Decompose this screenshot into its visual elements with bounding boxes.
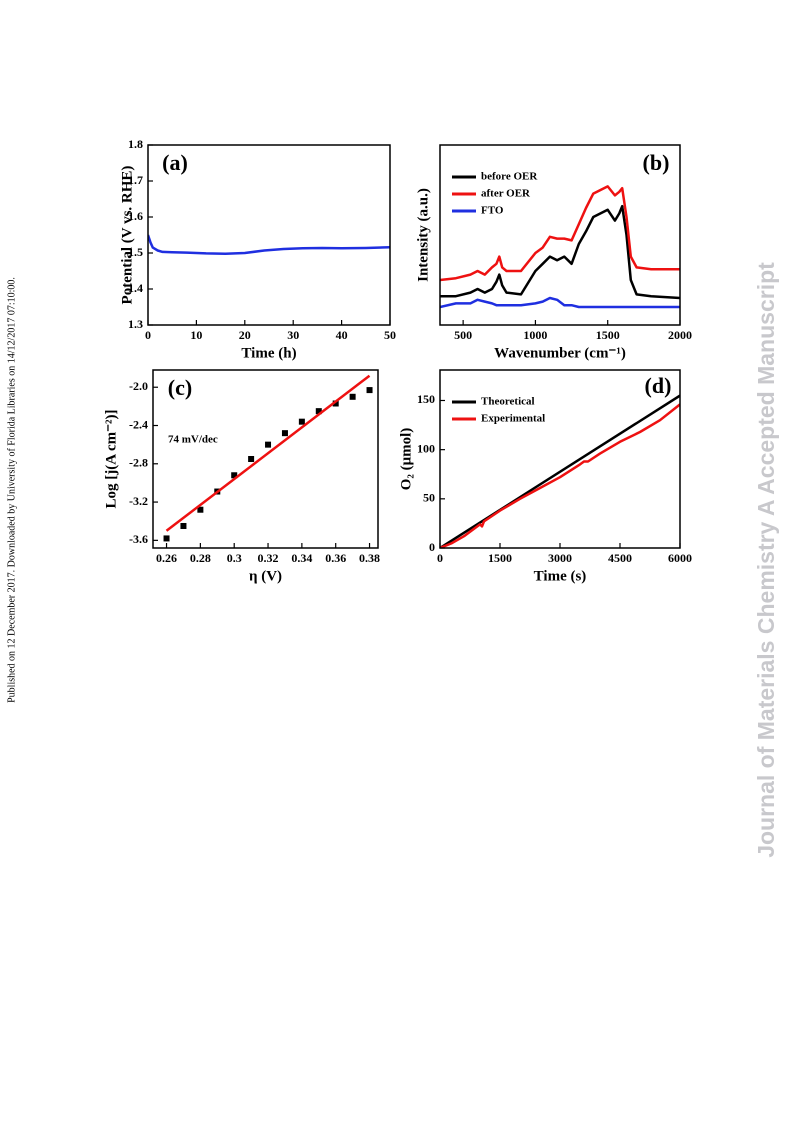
legend-label: after OER	[481, 188, 531, 200]
data-line	[440, 394, 680, 548]
y-tick-label: 1.3	[128, 317, 143, 331]
x-tick-label: 0.36	[325, 551, 346, 565]
legend-label: Theoretical	[481, 396, 535, 408]
panel-label: (b)	[643, 150, 670, 175]
plot-frame	[439, 369, 681, 549]
x-tick-label: 1500	[488, 551, 512, 565]
data-point	[180, 522, 187, 529]
x-axis-label: η (V)	[249, 568, 282, 584]
x-tick-label: 0.26	[156, 551, 177, 565]
y-axis-label: Log [j(A cm⁻²)]	[103, 409, 119, 508]
x-tick-label: 20	[239, 328, 251, 342]
x-tick-label: 3000	[548, 551, 572, 565]
x-tick-label: 0.3	[227, 551, 242, 565]
panel-label: (c)	[168, 375, 192, 400]
x-tick-label: 40	[336, 328, 348, 342]
y-tick-label: -3.2	[129, 494, 148, 508]
data-point	[281, 430, 288, 437]
x-tick-label: 0	[145, 328, 151, 342]
y-tick-label: 1.8	[128, 137, 143, 151]
watermark: Journal of Materials Chemistry A Accepte…	[753, 262, 779, 858]
data-point	[265, 441, 272, 448]
x-tick-label: 2000	[668, 328, 692, 342]
x-tick-label: 0.32	[258, 551, 279, 565]
y-tick-label: 0	[429, 540, 435, 554]
y-tick-label: 100	[417, 441, 435, 455]
data-line	[148, 234, 390, 255]
y-tick-label: -3.6	[129, 532, 148, 546]
x-tick-label: 30	[287, 328, 299, 342]
data-point	[231, 472, 238, 479]
annotation: 74 mV/dec	[168, 434, 218, 446]
data-point	[197, 506, 204, 513]
data-line	[440, 185, 680, 282]
y-tick-label: 150	[417, 392, 435, 406]
plot-frame	[147, 144, 391, 326]
data-point	[349, 393, 356, 400]
legend-label: FTO	[481, 205, 504, 217]
panel-label: (d)	[645, 373, 672, 398]
x-tick-label: 0.28	[190, 551, 211, 565]
x-tick-label: 0.38	[359, 551, 380, 565]
y-axis-label: Intensity (a.u.)	[415, 188, 431, 282]
data-point	[248, 456, 255, 462]
data-line	[440, 403, 680, 548]
y-tick-label: 50	[423, 491, 435, 505]
x-tick-label: 1500	[596, 328, 620, 342]
x-tick-label: 6000	[668, 551, 692, 565]
x-tick-label: 500	[454, 328, 472, 342]
x-tick-label: 10	[190, 328, 202, 342]
y-axis-label: O₂ (μmol)	[398, 428, 414, 491]
data-line	[440, 204, 680, 300]
x-tick-label: 4500	[608, 551, 632, 565]
x-tick-label: 50	[384, 328, 396, 342]
panel-label: (a)	[162, 150, 188, 175]
legend-label: Experimental	[481, 413, 545, 425]
y-tick-label: -2.8	[129, 456, 148, 470]
data-point	[366, 387, 373, 394]
y-axis-label: Potential (V vs. RHE)	[119, 166, 135, 305]
data-point	[298, 418, 305, 425]
data-point	[163, 535, 170, 542]
x-axis-label: Time (s)	[534, 568, 587, 584]
data-line	[440, 296, 680, 309]
y-tick-label: -2.0	[129, 379, 148, 393]
x-tick-label: 0.34	[291, 551, 312, 565]
data-line	[165, 374, 371, 532]
data-point	[315, 408, 322, 415]
x-tick-label: 0	[437, 551, 443, 565]
y-tick-label: 1.5	[128, 245, 143, 259]
x-axis-label: Wavenumber (cm⁻¹)	[494, 345, 626, 361]
side-note: Published on 12 December 2017. Downloade…	[6, 277, 17, 703]
x-tick-label: 1000	[523, 328, 547, 342]
y-tick-label: 1.7	[128, 173, 143, 187]
y-tick-label: -2.4	[129, 417, 148, 431]
x-axis-label: Time (h)	[241, 345, 296, 361]
y-tick-label: 1.6	[128, 209, 143, 223]
data-point	[332, 400, 339, 407]
legend-label: before OER	[481, 171, 538, 183]
y-tick-label: 1.4	[128, 281, 143, 295]
plot-frame	[439, 144, 681, 326]
plot-frame	[152, 369, 379, 549]
